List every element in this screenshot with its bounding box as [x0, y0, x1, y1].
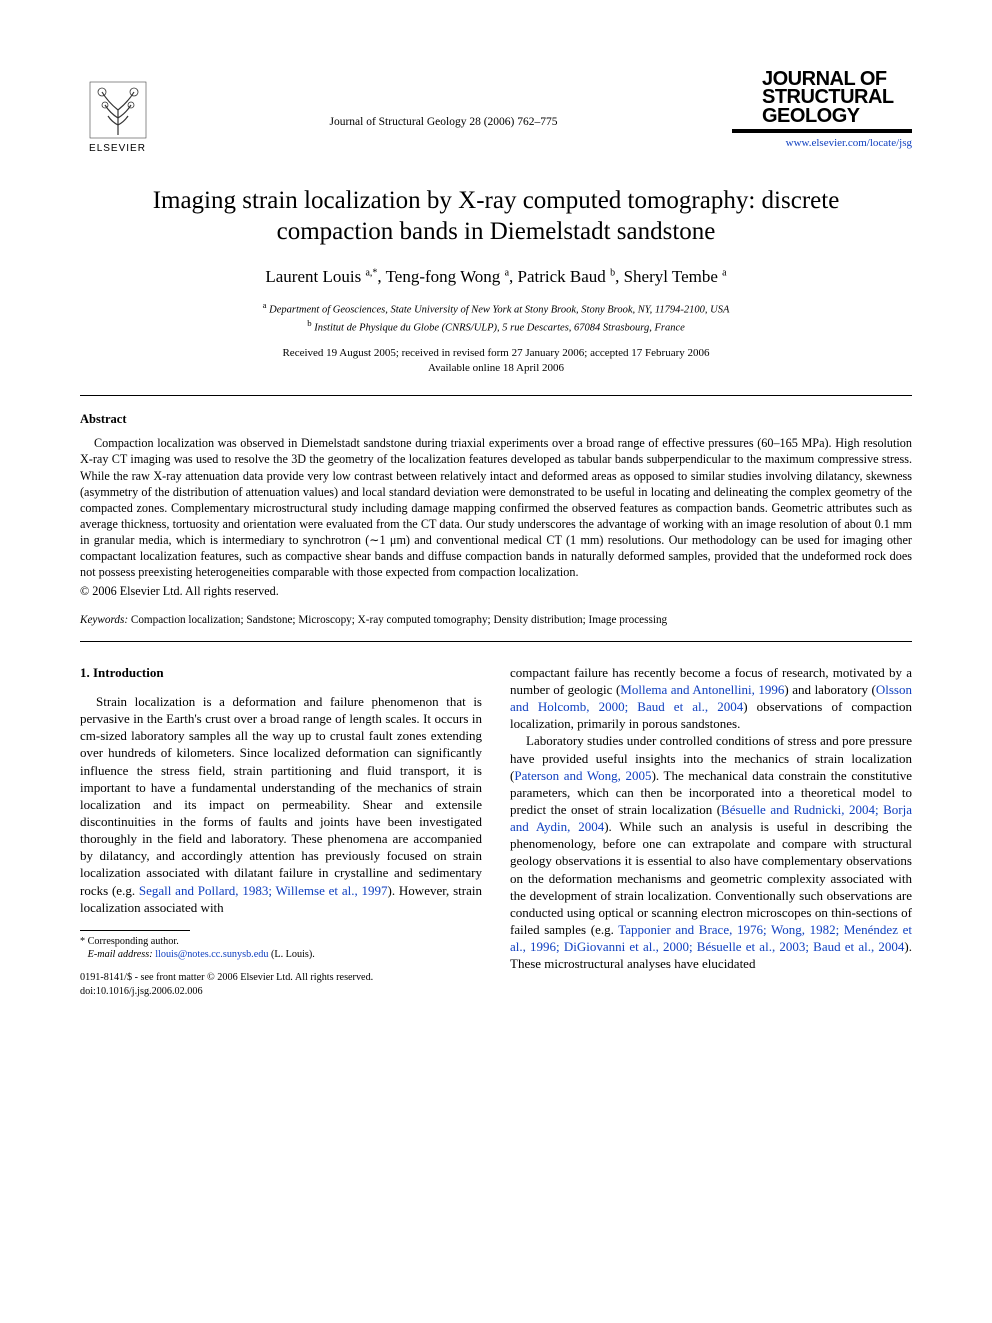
citation-link[interactable]: Mollema and Antonellini, 1996 [620, 682, 784, 697]
divider [80, 641, 912, 642]
publisher-name: ELSEVIER [89, 142, 146, 156]
article-dates: Received 19 August 2005; received in rev… [80, 346, 912, 376]
keywords-label: Keywords: [80, 614, 128, 626]
column-right: compactant failure has recently become a… [510, 664, 912, 998]
paragraph: Laboratory studies under controlled cond… [510, 732, 912, 972]
affiliation-a: a Department of Geosciences, State Unive… [80, 300, 912, 318]
authors: Laurent Louis a,*, Teng-fong Wong a, Pat… [80, 266, 912, 289]
column-left: 1. Introduction Strain localization is a… [80, 664, 482, 998]
affiliation-b: b Institut de Physique du Globe (CNRS/UL… [80, 318, 912, 336]
abstract-text: Compaction localization was observed in … [80, 435, 912, 580]
elsevier-tree-icon [88, 80, 148, 140]
available-line: Available online 18 April 2006 [80, 361, 912, 376]
journal-title-line: GEOLOGY [762, 107, 912, 125]
paragraph: Strain localization is a deformation and… [80, 693, 482, 916]
affiliations: a Department of Geosciences, State Unive… [80, 300, 912, 335]
divider [80, 395, 912, 396]
header: ELSEVIER Journal of Structural Geology 2… [80, 70, 912, 155]
issn-line: 0191-8141/$ - see front matter © 2006 El… [80, 971, 482, 984]
footnote-rule [80, 930, 190, 931]
publisher-logo: ELSEVIER [80, 70, 155, 155]
abstract: Abstract Compaction localization was obs… [80, 411, 912, 599]
doi-block: 0191-8141/$ - see front matter © 2006 El… [80, 971, 482, 998]
abstract-heading: Abstract [80, 411, 912, 428]
email-link[interactable]: llouis@notes.cc.sunysb.edu [155, 949, 268, 960]
journal-citation: Journal of Structural Geology 28 (2006) … [155, 70, 732, 131]
journal-title: JOURNAL OF STRUCTURAL GEOLOGY [732, 70, 912, 125]
body-columns: 1. Introduction Strain localization is a… [80, 664, 912, 998]
email-line: E-mail address: llouis@notes.cc.sunysb.e… [80, 948, 482, 961]
keywords-text: Compaction localization; Sandstone; Micr… [131, 614, 667, 626]
received-line: Received 19 August 2005; received in rev… [80, 346, 912, 361]
keywords: Keywords: Compaction localization; Sands… [80, 613, 912, 628]
copyright: © 2006 Elsevier Ltd. All rights reserved… [80, 583, 912, 599]
footnotes: * Corresponding author. E-mail address: … [80, 935, 482, 962]
section-heading: 1. Introduction [80, 664, 482, 681]
journal-url[interactable]: www.elsevier.com/locate/jsg [732, 136, 912, 151]
journal-rule [732, 129, 912, 133]
citation-link[interactable]: Segall and Pollard, 1983; Willemse et al… [139, 883, 388, 898]
paragraph: compactant failure has recently become a… [510, 664, 912, 733]
doi-line: doi:10.1016/j.jsg.2006.02.006 [80, 985, 482, 998]
corresponding-note: * Corresponding author. [80, 935, 482, 948]
article-title: Imaging strain localization by X-ray com… [120, 185, 872, 248]
journal-branding: JOURNAL OF STRUCTURAL GEOLOGY www.elsevi… [732, 70, 912, 151]
citation-link[interactable]: Paterson and Wong, 2005 [514, 768, 651, 783]
